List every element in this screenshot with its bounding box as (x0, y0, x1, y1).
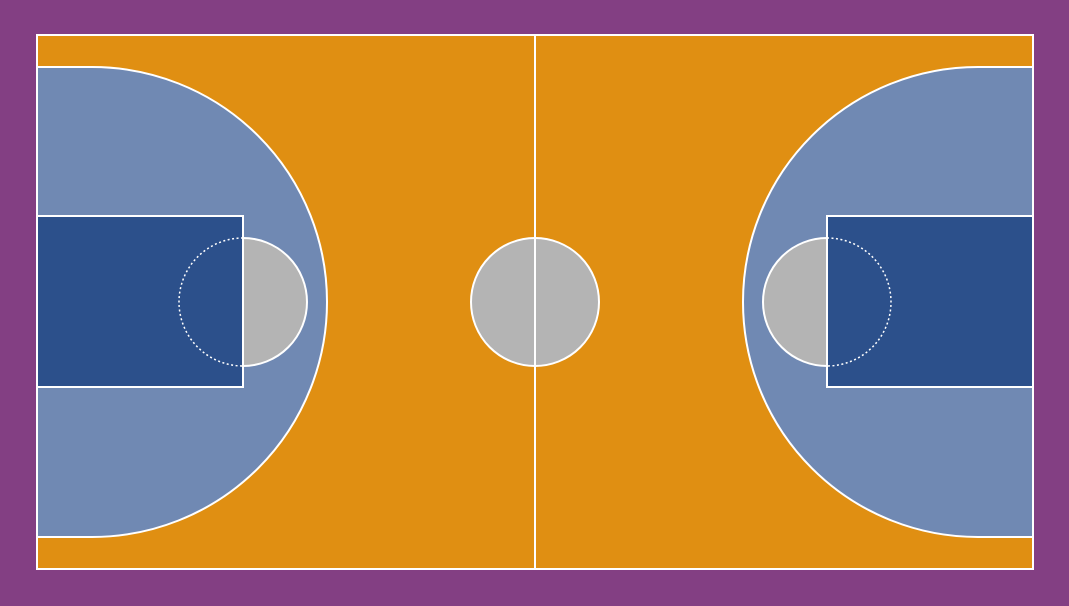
left-free-throw-circle (242, 236, 308, 368)
left-key (36, 215, 244, 388)
right-free-throw-circle-dashed (826, 237, 892, 367)
left-free-throw-circle-dashed (178, 237, 244, 367)
right-free-throw-circle (762, 236, 828, 368)
court-boundary (36, 34, 1034, 570)
right-key (826, 215, 1034, 388)
